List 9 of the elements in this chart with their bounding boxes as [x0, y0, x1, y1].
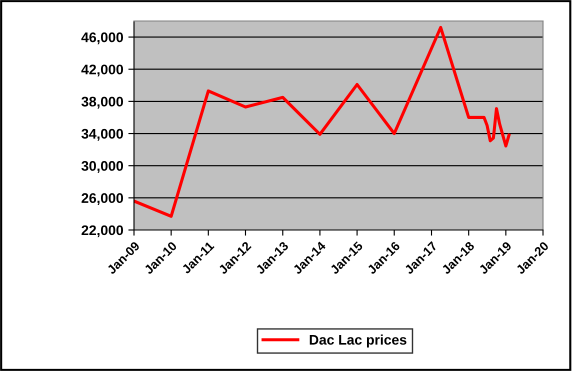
y-tick-label: 22,000	[82, 225, 124, 238]
line-series	[134, 26, 511, 218]
y-tick-label: 34,000	[81, 128, 124, 141]
y-tick-label: 46,000	[81, 32, 124, 44]
y-tick-label: 38,000	[81, 96, 124, 109]
y-tick-label: 42,000	[81, 64, 124, 76]
y-tick-label: 30,000	[81, 161, 124, 173]
legend-label: Dac Lac prices	[310, 334, 406, 348]
y-tick-label: 26,000	[82, 193, 124, 206]
